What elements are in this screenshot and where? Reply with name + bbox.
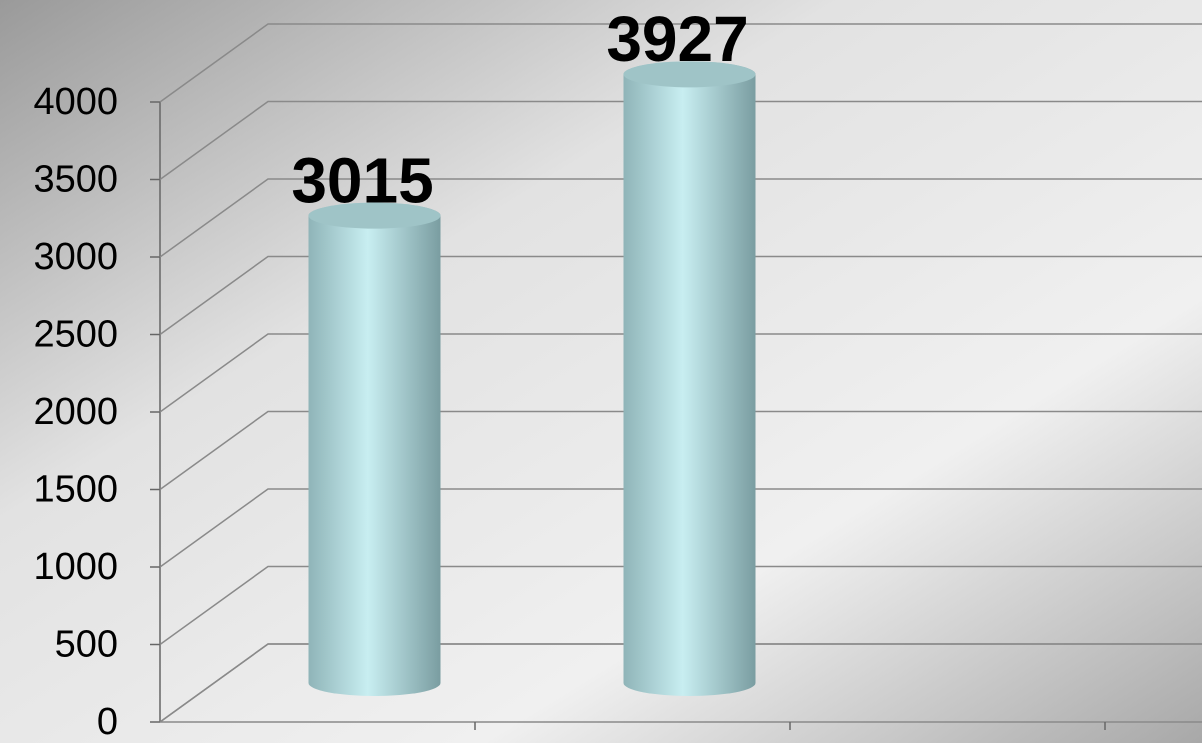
bar-top [308,202,441,229]
value-label: 3927 [606,3,748,75]
y-tick-label: 1500 [33,469,118,511]
grid-line [159,488,1202,568]
bar [308,202,441,696]
plot: 0 500 1000 1500 2000 2500 3000 3500 4000 3015 3927 [33,3,1202,743]
y-tick-label: 4000 [33,81,118,123]
grid-line [159,255,1202,336]
bar [623,61,756,697]
grid-line [159,643,1202,723]
grid-line [159,178,1202,258]
y-tick-label: 500 [55,624,118,666]
bar-top [623,61,756,88]
y-tick-label: 0 [97,701,118,743]
grid-line [159,23,1202,103]
y-tick-label: 1000 [33,546,118,588]
grid-line [159,410,1202,491]
y-tick-label: 3000 [33,236,118,278]
y-tick-label: 2500 [33,314,118,356]
y-tick-label: 2000 [33,391,118,433]
grid-line [159,565,1202,646]
grid-line [159,333,1202,413]
grid-line [159,100,1202,181]
y-tick-label: 3500 [33,159,118,201]
value-label: 3015 [291,145,433,217]
